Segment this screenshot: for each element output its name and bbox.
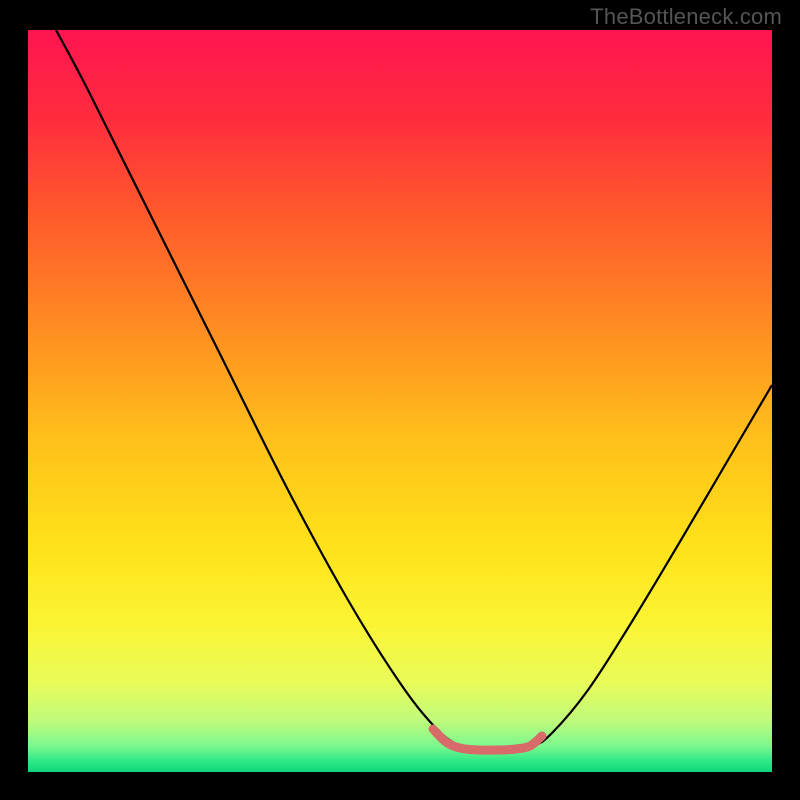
watermark-text: TheBottleneck.com: [590, 4, 782, 30]
bottleneck-curve: [28, 30, 772, 772]
main-curve-path: [56, 30, 772, 748]
optimal-range-highlight: [433, 729, 542, 750]
plot-area: [28, 30, 772, 772]
chart-container: { "watermark": { "text": "TheBottleneck.…: [0, 0, 800, 800]
